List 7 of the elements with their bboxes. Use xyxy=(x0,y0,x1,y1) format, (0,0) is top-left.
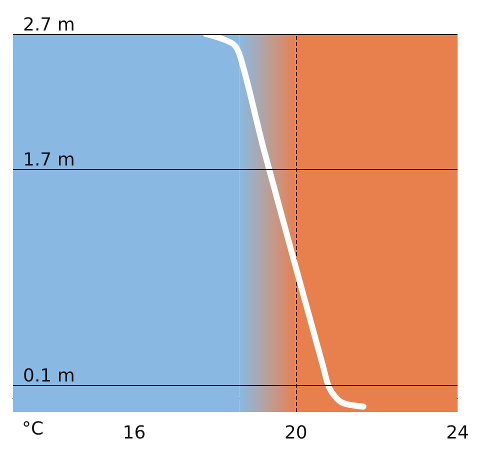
y-tick-label: 0.1 m xyxy=(23,366,75,386)
x-tick-label: 20 xyxy=(284,422,308,444)
x-tick-label: 24 xyxy=(446,422,469,444)
x-tick-label: 16 xyxy=(122,422,146,444)
x-axis-title: °C xyxy=(22,418,44,440)
y-tick-label: 1.7 m xyxy=(23,150,75,170)
y-tick-label: 2.7 m xyxy=(23,14,75,36)
